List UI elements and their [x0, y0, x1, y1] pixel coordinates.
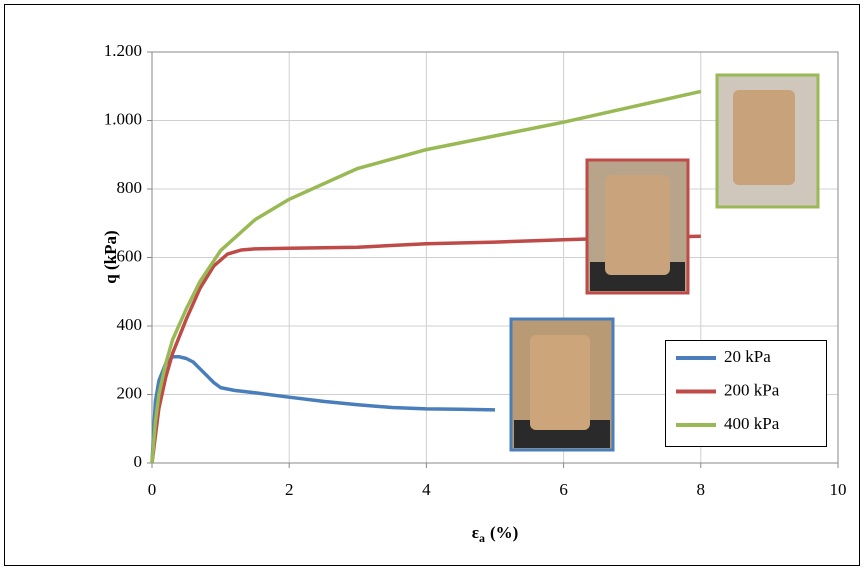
x-axis-label: εa (%) [472, 523, 519, 545]
x-tick-label: 2 [285, 480, 294, 499]
y-tick-label: 0 [134, 452, 143, 471]
plot-frame [151, 51, 839, 464]
series-line [150, 89, 702, 464]
photo-specimen [605, 175, 670, 275]
x-tick-label: 8 [697, 480, 706, 499]
x-label-main: ε [472, 523, 479, 542]
specimen-photos [509, 73, 820, 452]
y-tick-label: 600 [117, 246, 143, 265]
photo-specimen [530, 335, 590, 430]
series-line [150, 234, 701, 464]
y-tick-label: 800 [117, 178, 143, 197]
x-tick-label: 4 [422, 480, 431, 499]
lines [150, 89, 702, 464]
y-axis-label: q (kPa) [101, 230, 120, 283]
y-tick-label: 1.000 [104, 109, 142, 128]
legend-label: 400 kPa [724, 414, 780, 433]
legend-label: 200 kPa [724, 380, 780, 399]
x-tick-label: 10 [830, 480, 847, 499]
y-tick-label: 400 [117, 315, 143, 334]
x-tick-label: 6 [559, 480, 568, 499]
x-label-rest: (%) [490, 523, 518, 542]
x-tick-label: 0 [148, 480, 157, 499]
photo-specimen [733, 90, 795, 185]
legend: 20 kPa 200 kPa 400 kPa [665, 340, 827, 447]
x-label-sub: a [479, 531, 485, 545]
y-tick-label: 1.200 [104, 41, 142, 60]
y-tick-label: 200 [117, 383, 143, 402]
legend-label: 20 kPa [724, 347, 771, 366]
